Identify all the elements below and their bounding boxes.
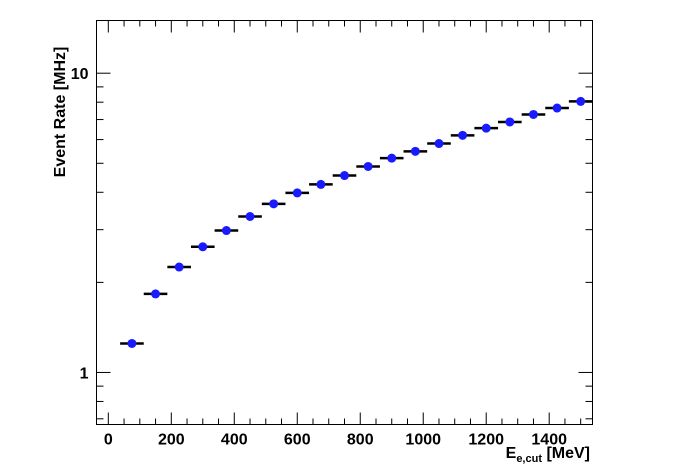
x-tick-label: 400 <box>221 432 248 449</box>
y-tick-label: 10 <box>71 66 89 83</box>
plot-frame <box>96 20 593 425</box>
x-tick-label: 1200 <box>468 432 504 449</box>
data-point <box>198 242 208 252</box>
data-point <box>221 226 231 236</box>
data-point <box>269 199 279 209</box>
data-point <box>505 117 515 127</box>
x-tick-label: 1400 <box>531 432 567 449</box>
data-point <box>458 130 468 140</box>
x-axis-title-unit: [MeV] <box>542 445 590 462</box>
data-point <box>127 338 137 348</box>
x-tick-label: 800 <box>347 432 374 449</box>
data-point <box>151 289 161 299</box>
data-point <box>576 96 586 106</box>
x-tick-label: 1000 <box>405 432 441 449</box>
x-axis-tick-labels: 0 200 400 600 800 1000 1200 1400 <box>104 432 567 449</box>
data-point <box>174 262 184 272</box>
x-tick-label: 0 <box>104 432 113 449</box>
x-axis-title-subscript: e,cut <box>516 453 542 465</box>
data-point <box>316 179 326 189</box>
data-point <box>481 123 491 133</box>
x-tick-label: 200 <box>158 432 185 449</box>
data-point <box>434 139 444 149</box>
data-point <box>363 161 373 171</box>
x-axis-title-main: E <box>506 445 517 462</box>
data-point <box>528 109 538 119</box>
y-tick-label: 1 <box>80 365 89 382</box>
data-series <box>120 96 593 348</box>
y-axis-tick-labels: 1 10 <box>71 66 89 382</box>
data-point <box>552 103 562 113</box>
y-axis-title: Event Rate [MHz] <box>52 47 69 178</box>
y-axis-ticks <box>96 72 593 420</box>
data-point <box>410 146 420 156</box>
data-point <box>292 188 302 198</box>
data-point <box>245 211 255 221</box>
x-axis-title: Ee,cut [MeV] <box>506 445 590 465</box>
x-tick-label: 600 <box>284 432 311 449</box>
x-axis-ticks <box>107 20 582 425</box>
data-point <box>340 171 349 181</box>
data-point <box>387 153 397 163</box>
